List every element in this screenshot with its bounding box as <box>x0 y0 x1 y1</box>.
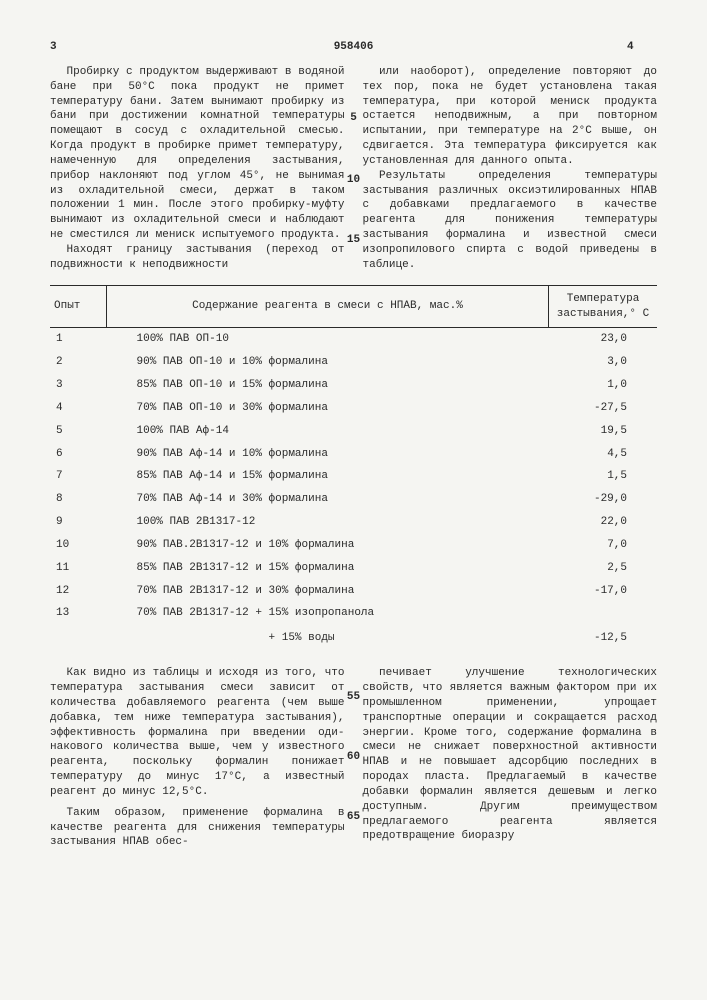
table-row: 870% ПАВ Аф-14 и 30% формалина-29,0 <box>50 488 657 511</box>
table-header-content: Содержание реагента в смеси с НПАВ, мас.… <box>107 285 549 328</box>
cell-temperature: 1,0 <box>549 374 658 397</box>
cell-temperature: 7,0 <box>549 534 658 557</box>
cell-temperature: 19,5 <box>549 420 658 443</box>
line-number: 55 <box>347 690 360 705</box>
cell-experiment: 5 <box>50 420 107 443</box>
cell-temperature: 1,5 <box>549 465 658 488</box>
cell-temperature <box>549 602 658 625</box>
table-row: 385% ПАВ ОП-10 и 15% формалина1,0 <box>50 374 657 397</box>
cell-temperature: -17,0 <box>549 580 658 603</box>
table-header-temperature: Температура застывания,° С <box>549 285 658 328</box>
paragraph: Как видно из таблицы и исходя из того, ч… <box>50 666 345 800</box>
cell-content: 100% ПАВ Аф-14 <box>107 420 549 443</box>
lower-text-columns: 55 60 65 Как видно из таблицы и исходя и… <box>50 666 657 856</box>
cell-content: 85% ПАВ Аф-14 и 15% формалина <box>107 465 549 488</box>
cell-content: 85% ПАВ 2В1317-12 и 15% формалина <box>107 557 549 580</box>
cell-temperature: 4,5 <box>549 443 658 466</box>
cell-temperature: -27,5 <box>549 397 658 420</box>
cell-content: 85% ПАВ ОП-10 и 15% формалина <box>107 374 549 397</box>
line-number: 65 <box>347 810 360 825</box>
line-number: 10 <box>347 173 360 188</box>
cell-content: 90% ПАВ Аф-14 и 10% формалина <box>107 443 549 466</box>
page-num-left: 3 <box>50 40 80 55</box>
cell-temperature: 23,0 <box>549 328 658 351</box>
cell-experiment: 8 <box>50 488 107 511</box>
table-row: 785% ПАВ Аф-14 и 15% формалина1,5 <box>50 465 657 488</box>
cell-content: 90% ПАВ ОП-10 и 10% формалина <box>107 351 549 374</box>
paragraph: Таким образом, применение форма­лина в к… <box>50 806 345 851</box>
cell-experiment: 13 <box>50 602 107 625</box>
line-number: 5 <box>350 111 357 126</box>
paragraph: или наоборот), определение повторя­ют до… <box>363 65 658 169</box>
left-column: Пробирку с продуктом выдержива­ют в водя… <box>50 65 345 273</box>
cell-temperature: -12,5 <box>549 625 658 650</box>
cell-content: 100% ПАВ ОП-10 <box>107 328 549 351</box>
cell-temperature: 22,0 <box>549 511 658 534</box>
page-num-right: 4 <box>627 40 657 55</box>
table-row: 470% ПАВ ОП-10 и 30% формалина-27,5 <box>50 397 657 420</box>
cell-content: + 15% воды <box>107 625 549 650</box>
cell-experiment: 11 <box>50 557 107 580</box>
cell-temperature: -29,0 <box>549 488 658 511</box>
cell-experiment: 9 <box>50 511 107 534</box>
table-row: 9100% ПАВ 2В1317-1222,0 <box>50 511 657 534</box>
right-column: печивает улучшение технологических свойс… <box>363 666 658 856</box>
table-header-experiment: Опыт <box>50 285 107 328</box>
line-number: 15 <box>347 233 360 248</box>
table-row: 1270% ПАВ 2В1317-12 и 30% формалина-17,0 <box>50 580 657 603</box>
results-table: Опыт Содержание реагента в смеси с НПАВ,… <box>50 285 657 651</box>
table-row: 290% ПАВ ОП-10 и 10% формалина3,0 <box>50 351 657 374</box>
cell-experiment: 1 <box>50 328 107 351</box>
document-number: 958406 <box>80 40 627 55</box>
cell-temperature: 2,5 <box>549 557 658 580</box>
page-header: 3 958406 4 <box>50 40 657 55</box>
cell-experiment: 2 <box>50 351 107 374</box>
cell-content: 70% ПАВ Аф-14 и 30% формалина <box>107 488 549 511</box>
cell-content: 100% ПАВ 2В1317-12 <box>107 511 549 534</box>
table-row: 1185% ПАВ 2В1317-12 и 15% формалина2,5 <box>50 557 657 580</box>
cell-content: 70% ПАВ 2В1317-12 и 30% формалина <box>107 580 549 603</box>
paragraph: Пробирку с продуктом выдержива­ют в водя… <box>50 65 345 243</box>
cell-experiment <box>50 625 107 650</box>
paragraph: Результаты определения температу­ры заст… <box>363 169 658 273</box>
cell-experiment: 10 <box>50 534 107 557</box>
cell-temperature: 3,0 <box>549 351 658 374</box>
cell-experiment: 4 <box>50 397 107 420</box>
line-number: 60 <box>347 750 360 765</box>
table-row: 1090% ПАВ.2В1317-12 и 10% формалина7,0 <box>50 534 657 557</box>
cell-experiment: 12 <box>50 580 107 603</box>
table-row: 5100% ПАВ Аф-1419,5 <box>50 420 657 443</box>
cell-experiment: 7 <box>50 465 107 488</box>
table-row: 1100% ПАВ ОП-1023,0 <box>50 328 657 351</box>
cell-experiment: 6 <box>50 443 107 466</box>
table-row: 1370% ПАВ 2В1317-12 + 15% изопропанола <box>50 602 657 625</box>
upper-text-columns: 5 10 15 Пробирку с продуктом выдержива­ю… <box>50 65 657 273</box>
right-column: или наоборот), определение повторя­ют до… <box>363 65 658 273</box>
table-row: + 15% воды-12,5 <box>50 625 657 650</box>
left-column: Как видно из таблицы и исходя из того, ч… <box>50 666 345 856</box>
paragraph: печивает улучшение технологических свойс… <box>363 666 658 844</box>
paragraph: Находят границу застывания (пе­реход от … <box>50 243 345 273</box>
cell-content: 70% ПАВ 2В1317-12 + 15% изопропанола <box>107 602 549 625</box>
table-row: 690% ПАВ Аф-14 и 10% формалина4,5 <box>50 443 657 466</box>
cell-content: 90% ПАВ.2В1317-12 и 10% формалина <box>107 534 549 557</box>
cell-experiment: 3 <box>50 374 107 397</box>
cell-content: 70% ПАВ ОП-10 и 30% формалина <box>107 397 549 420</box>
